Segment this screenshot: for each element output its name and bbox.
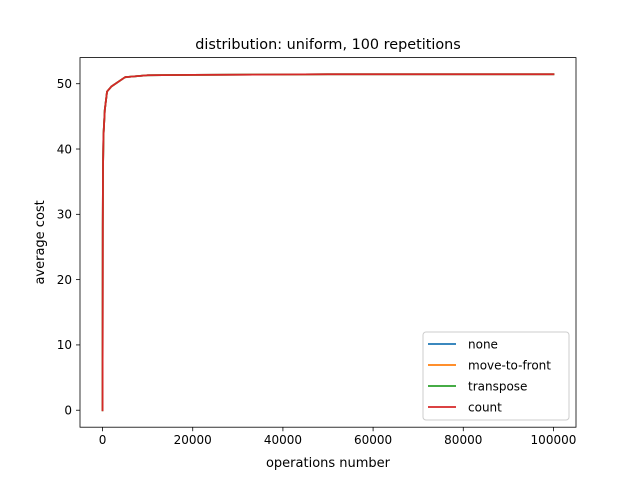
- series-lines: [101, 73, 555, 412]
- y-axis-label: average cost: [33, 200, 48, 284]
- y-tick-label: 0: [64, 404, 72, 418]
- x-tick-label: 100000: [531, 433, 577, 447]
- x-axis-ticks: 0 20000 40000 60000 80000 100000: [99, 427, 577, 447]
- y-tick-label: 20: [57, 273, 72, 287]
- x-axis-label: operations number: [266, 456, 391, 471]
- legend-items: none move-to-front transpose count: [428, 338, 551, 415]
- x-tick-label: 60000: [354, 433, 392, 447]
- series-line-count: [101, 73, 555, 412]
- x-tick-label: 80000: [444, 433, 482, 447]
- x-tick-label: 20000: [174, 433, 212, 447]
- x-tick-label: 40000: [264, 433, 302, 447]
- y-axis-ticks: 0 10 20 30 40 50: [57, 77, 80, 418]
- legend-label: move-to-front: [468, 359, 551, 373]
- y-tick-label: 40: [57, 142, 72, 156]
- y-tick-label: 50: [57, 77, 72, 91]
- legend-box: [422, 331, 570, 421]
- legend-label: count: [468, 401, 502, 415]
- legend: none move-to-front transpose count: [422, 331, 570, 421]
- y-tick-label: 30: [57, 208, 72, 222]
- legend-label: none: [468, 338, 498, 352]
- legend-label: transpose: [468, 380, 527, 394]
- chart-title: distribution: uniform, 100 repetitions: [195, 37, 461, 53]
- plot-frame: [79, 57, 577, 428]
- y-tick-label: 10: [57, 338, 72, 352]
- x-tick-label: 0: [99, 433, 107, 447]
